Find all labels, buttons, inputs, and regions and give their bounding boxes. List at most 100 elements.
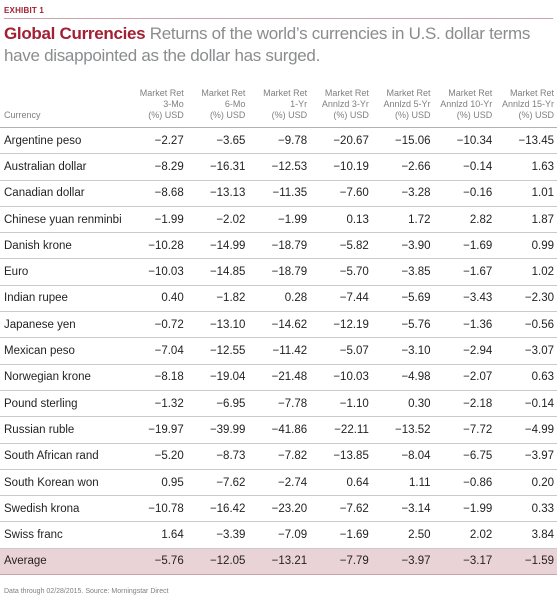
- currency-name-cell: South Korean won: [0, 469, 126, 497]
- column-header-line: Annlzd 3-Yr: [321, 99, 369, 109]
- return-value-cell: −1.32: [125, 390, 187, 418]
- return-value-cell: −12.55: [186, 337, 249, 365]
- return-value-cell: −0.16: [433, 180, 496, 207]
- return-value-cell: −3.28: [371, 180, 434, 207]
- return-value-cell: −11.42: [248, 337, 311, 365]
- table-row: Indian rupee 0.40 −1.82 0.28 −7.44 −5.69 −3.43…: [0, 285, 557, 313]
- currency-name-cell: Chinese yuan renminbi: [0, 206, 126, 234]
- return-value-cell: −13.13: [186, 180, 249, 207]
- return-value-cell: −10.03: [310, 364, 372, 391]
- table-row: Swiss franc 1.64 −3.39 −7.09 −1.69 2.50 2.02 3.…: [0, 521, 557, 549]
- return-value-cell: −13.10: [186, 311, 249, 339]
- table-body: Argentine peso −2.27 −3.65 −9.78 −20.67 −15.0…: [0, 127, 557, 576]
- return-value-cell: −3.90: [371, 232, 434, 260]
- column-header-line: (%) USD: [271, 110, 308, 120]
- currency-name-cell: Argentine peso: [0, 127, 126, 155]
- return-value-cell: −1.99: [433, 495, 496, 523]
- return-value-cell: −2.66: [371, 153, 434, 181]
- return-value-cell: −2.02: [186, 206, 249, 234]
- return-value-cell: −9.78: [248, 127, 311, 155]
- return-value-cell: −1.99: [248, 206, 311, 234]
- return-value-cell: −12.05: [186, 548, 249, 576]
- return-value-cell: −22.11: [310, 416, 372, 444]
- return-value-cell: −2.27: [125, 127, 187, 155]
- column-header-line: (%) USD: [395, 110, 431, 120]
- return-value-cell: −14.62: [248, 311, 311, 339]
- return-value-cell: −14.85: [186, 258, 249, 286]
- column-header-line: Annlzd 10-Yr: [440, 99, 493, 109]
- column-header-currency: Currency: [0, 84, 126, 128]
- return-value-cell: −1.59: [495, 548, 557, 576]
- return-value-cell: −7.79: [310, 548, 372, 576]
- return-value-cell: 1.02: [495, 258, 557, 286]
- currency-name-cell: Russian ruble: [0, 416, 126, 444]
- table-row: Norwegian krone −8.18 −19.04 −21.48 −10.03 −4…: [0, 364, 557, 391]
- column-header-line: Annlzd 5-Yr: [383, 99, 431, 109]
- exhibit-label: EXHIBIT 1: [4, 6, 553, 19]
- return-value-cell: 1.72: [371, 206, 434, 234]
- return-value-cell: −7.78: [248, 390, 311, 418]
- return-value-cell: −1.99: [125, 206, 187, 234]
- chart-title: Global Currencies: [4, 24, 146, 43]
- return-value-cell: 3.84: [495, 521, 557, 549]
- return-value-cell: −10.28: [125, 232, 187, 260]
- return-value-cell: −5.70: [310, 258, 372, 286]
- return-value-cell: 2.82: [433, 206, 496, 234]
- return-value-cell: −3.85: [371, 258, 434, 286]
- return-value-cell: −3.14: [371, 495, 434, 523]
- return-value-cell: −10.78: [125, 495, 187, 523]
- return-value-cell: −2.30: [495, 285, 557, 313]
- table-row: Euro −10.03 −14.85 −18.79 −5.70 −3.85 −1.67 1.0…: [0, 258, 557, 286]
- return-value-cell: −2.74: [248, 469, 311, 497]
- return-value-cell: −15.06: [371, 127, 434, 155]
- return-value-cell: −8.04: [371, 443, 434, 470]
- return-value-cell: 0.30: [371, 390, 434, 418]
- currency-name-cell: Indian rupee: [0, 285, 126, 313]
- currency-name-cell: Pound sterling: [0, 390, 126, 418]
- return-value-cell: −8.73: [186, 443, 249, 470]
- currency-name-cell: Australian dollar: [0, 153, 126, 181]
- column-header-3: Market Ret 1-Yr (%) USD: [248, 84, 311, 128]
- return-value-cell: −3.10: [371, 337, 434, 365]
- currency-name-cell: Danish krone: [0, 232, 126, 260]
- return-value-cell: 0.33: [495, 495, 557, 523]
- return-value-cell: −3.65: [186, 127, 249, 155]
- table-row: Argentine peso −2.27 −3.65 −9.78 −20.67 −15.0…: [0, 127, 557, 155]
- return-value-cell: −11.35: [248, 180, 311, 207]
- currency-returns-table: Currency Market Ret 3-Mo (%) USD Market Ret 6…: [0, 84, 557, 576]
- column-header-line: 1-Yr: [290, 99, 308, 109]
- currency-name-cell: South African rand: [0, 443, 126, 470]
- return-value-cell: −7.04: [125, 337, 187, 365]
- return-value-cell: −5.76: [125, 548, 187, 576]
- return-value-cell: −1.67: [433, 258, 496, 286]
- table-row: South African rand −5.20 −8.73 −7.82 −13.85−…: [0, 443, 557, 470]
- chart-subtitle: Returns of the world’s currencies in U.S…: [4, 24, 531, 65]
- return-value-cell: −19.04: [186, 364, 249, 391]
- column-header-1: Market Ret 3-Mo (%) USD: [125, 84, 187, 128]
- column-header-line: Market Ret: [201, 88, 246, 98]
- return-value-cell: −20.67: [310, 127, 372, 155]
- return-value-cell: −13.85: [310, 443, 372, 470]
- return-value-cell: 1.87: [495, 206, 557, 234]
- return-value-cell: 0.64: [310, 469, 372, 497]
- table-row: Russian ruble −19.97 −39.99 −41.86 −22.11 −13…: [0, 416, 557, 444]
- column-header-line: Annlzd 15-Yr: [501, 99, 554, 109]
- column-header-line: Market Ret: [324, 88, 369, 98]
- return-value-cell: −8.18: [125, 364, 187, 391]
- return-value-cell: 0.20: [495, 469, 557, 497]
- return-value-cell: −10.34: [433, 127, 496, 155]
- column-header-line: 6-Mo: [224, 99, 246, 109]
- return-value-cell: −3.97: [495, 443, 557, 470]
- table-header-row: Currency Market Ret 3-Mo (%) USD Market Ret 6…: [0, 84, 557, 128]
- currency-name-cell: Norwegian krone: [0, 364, 126, 391]
- return-value-cell: −10.03: [125, 258, 187, 286]
- table-row: Japanese yen −0.72 −13.10 −14.62 −12.19 −5.76…: [0, 311, 557, 339]
- return-value-cell: −12.53: [248, 153, 311, 181]
- return-value-cell: −7.60: [310, 180, 372, 207]
- table-row: Canadian dollar −8.68 −13.13 −11.35 −7.60 −3.…: [0, 180, 557, 207]
- return-value-cell: −4.99: [495, 416, 557, 444]
- return-value-cell: −5.07: [310, 337, 372, 365]
- column-header-line: (%) USD: [333, 110, 369, 120]
- return-value-cell: −2.18: [433, 390, 496, 418]
- return-value-cell: −1.82: [186, 285, 249, 313]
